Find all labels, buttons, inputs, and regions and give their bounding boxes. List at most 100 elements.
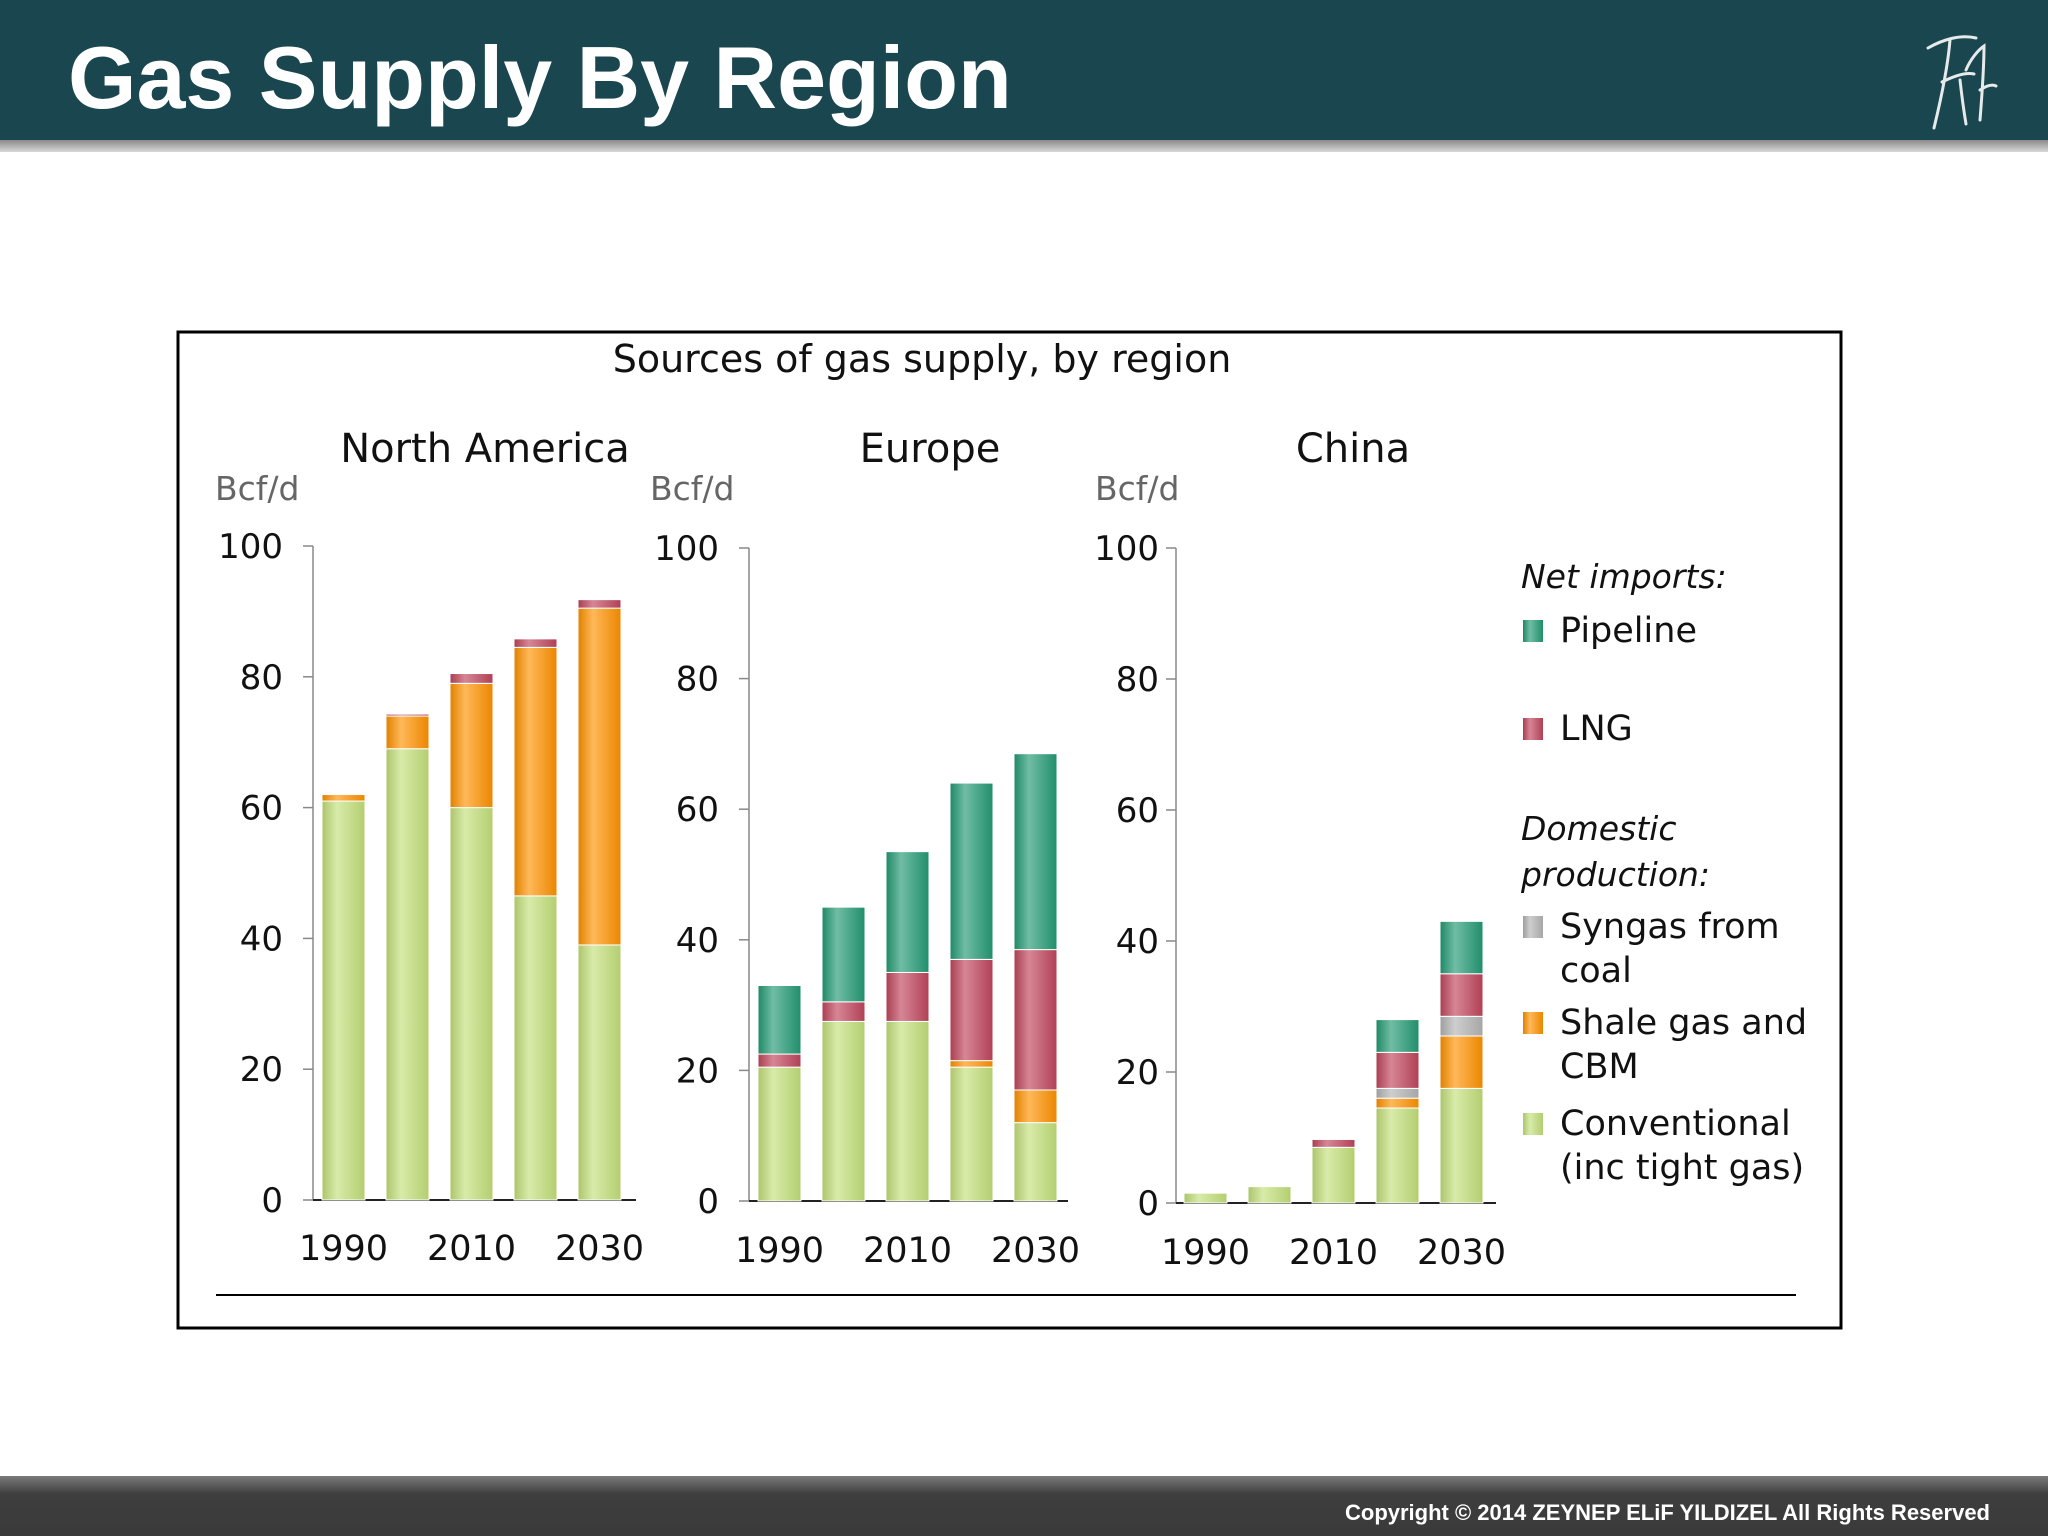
panel-title: Europe [860, 426, 1001, 472]
bar-segment-conventional-2010 [885, 1020, 930, 1202]
bar-segment-pipeline-2030 [1439, 920, 1484, 975]
footer-bar [0, 1476, 2048, 1536]
panel-north-america: North America Bcf/d 0 20 40 60 80 100 1990 2010 20… [215, 426, 644, 1269]
bar-segment-shale-2030 [1439, 1035, 1484, 1089]
bar-segment-shale-2000 [385, 715, 430, 750]
bar-segment-conventional-1990 [757, 1066, 802, 1202]
bar-segment-shale-2020 [1375, 1097, 1420, 1109]
legend-label: LNG [1560, 709, 1633, 749]
x-tick-label: 1990 [1161, 1233, 1250, 1273]
legend-item-shale: Shale gas and CBM [1523, 1003, 1807, 1087]
chart-title: Sources of gas supply, by region [613, 337, 1232, 381]
bar-segment-pipeline-2020 [949, 782, 994, 960]
x-tick-label: 2030 [1417, 1233, 1506, 1273]
x-tick-label: 2030 [555, 1229, 644, 1269]
bar-segment-lng-2010 [1311, 1138, 1356, 1148]
bar-segment-conventional-1990 [321, 800, 366, 1201]
bar-segment-conventional-2020 [1375, 1107, 1420, 1204]
bar-segment-lng-2000 [821, 1001, 866, 1022]
bar-segment-lng-2000 [385, 713, 430, 717]
bar-segment-lng-2030 [577, 599, 622, 609]
bar-segment-lng-2020 [513, 638, 558, 648]
panel-title: China [1296, 426, 1410, 472]
x-tick-label: 1990 [735, 1231, 824, 1271]
bar-segment-pipeline-2010 [885, 851, 930, 973]
x-tick-label: 2010 [1289, 1233, 1378, 1273]
y-tick-label: 60 [240, 789, 283, 829]
y-tick-label: 100 [218, 527, 283, 567]
bar-segment-conventional-2030 [1013, 1122, 1058, 1202]
legend-label: Pipeline [1560, 611, 1697, 651]
legend-item-conventional: Conventional (inc tight gas) [1523, 1104, 1804, 1188]
y-tick-label: 80 [1116, 660, 1159, 700]
x-tick-label: 1990 [299, 1229, 388, 1269]
title-bar [0, 0, 2048, 140]
bar-segment-conventional-2010 [449, 807, 494, 1201]
legend-item-syngas: Syngas from coal [1523, 907, 1780, 991]
bar-segment-syngas-2030 [1439, 1015, 1484, 1037]
bar-segment-shale-2020 [513, 646, 558, 897]
bar-segment-shale-2010 [449, 682, 494, 809]
panel-europe: Europe Bcf/d 0 20 40 60 80 100 1990 2010 2030 [650, 426, 1080, 1271]
bar-segment-lng-2010 [885, 971, 930, 1022]
legend-group-domestic: Domestic production: [1520, 809, 1710, 894]
y-tick-label: 0 [1137, 1184, 1159, 1224]
panel-china: China Bcf/d 0 20 40 60 80 100 1990 2010 2030 [1094, 426, 1506, 1273]
bar-segment-conventional-2000 [821, 1020, 866, 1202]
bar-segment-lng-2030 [1439, 973, 1484, 1017]
bar-segment-shale-1990 [321, 794, 366, 802]
bar-segment-shale-2020 [949, 1060, 994, 1068]
legend-swatch-syngas [1523, 916, 1543, 938]
y-tick-label: 20 [240, 1050, 283, 1090]
y-unit-label: Bcf/d [215, 469, 299, 508]
bar-segment-lng-2020 [949, 958, 994, 1062]
legend-label: Shale gas and CBM [1560, 1003, 1807, 1087]
title-bar-shadow [0, 140, 2048, 152]
bar-segment-shale-2030 [577, 607, 622, 946]
y-tick-label: 100 [1094, 529, 1159, 569]
y-tick-label: 40 [1116, 922, 1159, 962]
y-tick-label: 80 [240, 658, 283, 698]
bar-segment-conventional-2030 [1439, 1087, 1484, 1204]
bar-segment-conventional-2020 [513, 895, 558, 1201]
y-unit-label: Bcf/d [650, 469, 734, 508]
legend-swatch-shale [1523, 1012, 1543, 1034]
y-tick-label: 40 [676, 921, 719, 961]
legend-swatch-conventional [1523, 1113, 1543, 1135]
bar-segment-lng-1990 [757, 1053, 802, 1068]
legend-swatch-lng [1523, 718, 1543, 740]
legend-item-pipeline: Pipeline [1523, 611, 1697, 651]
x-tick-label: 2010 [427, 1229, 516, 1269]
y-tick-label: 20 [1116, 1053, 1159, 1093]
legend-group-net-imports: Net imports: [1521, 557, 1727, 596]
bar-segment-conventional-2000 [1247, 1186, 1292, 1204]
bar-segment-conventional-2010 [1311, 1146, 1356, 1204]
bar-segment-lng-2030 [1013, 949, 1058, 1091]
x-tick-label: 2010 [863, 1231, 952, 1271]
x-tick-label: 2030 [991, 1231, 1080, 1271]
y-unit-label: Bcf/d [1095, 469, 1179, 508]
y-tick-label: 20 [676, 1051, 719, 1091]
bar-segment-pipeline-2030 [1013, 753, 1058, 951]
bar-segment-syngas-2020 [1375, 1087, 1420, 1099]
legend-item-lng: LNG [1523, 709, 1633, 749]
bar-segment-shale-2030 [1013, 1089, 1058, 1124]
y-tick-label: 0 [261, 1181, 283, 1221]
bar-segment-conventional-2000 [385, 748, 430, 1201]
y-tick-label: 40 [240, 919, 283, 959]
bar-segment-conventional-2030 [577, 944, 622, 1201]
y-tick-label: 80 [676, 660, 719, 700]
legend-label: Syngas from coal [1560, 907, 1780, 991]
bar-segment-pipeline-2020 [1375, 1019, 1420, 1053]
copyright-text: Copyright © 2014 ZEYNEP ELiF YILDIZEL Al… [1345, 1500, 1990, 1525]
y-tick-label: 60 [1116, 791, 1159, 831]
y-tick-label: 60 [676, 790, 719, 830]
y-tick-label: 100 [654, 529, 719, 569]
bar-segment-pipeline-2000 [821, 906, 866, 1003]
panel-title: North America [340, 426, 630, 472]
bar-segment-pipeline-1990 [757, 985, 802, 1055]
bar-segment-lng-2020 [1375, 1051, 1420, 1089]
bar-segment-lng-2010 [449, 673, 494, 684]
y-tick-label: 0 [697, 1182, 719, 1222]
